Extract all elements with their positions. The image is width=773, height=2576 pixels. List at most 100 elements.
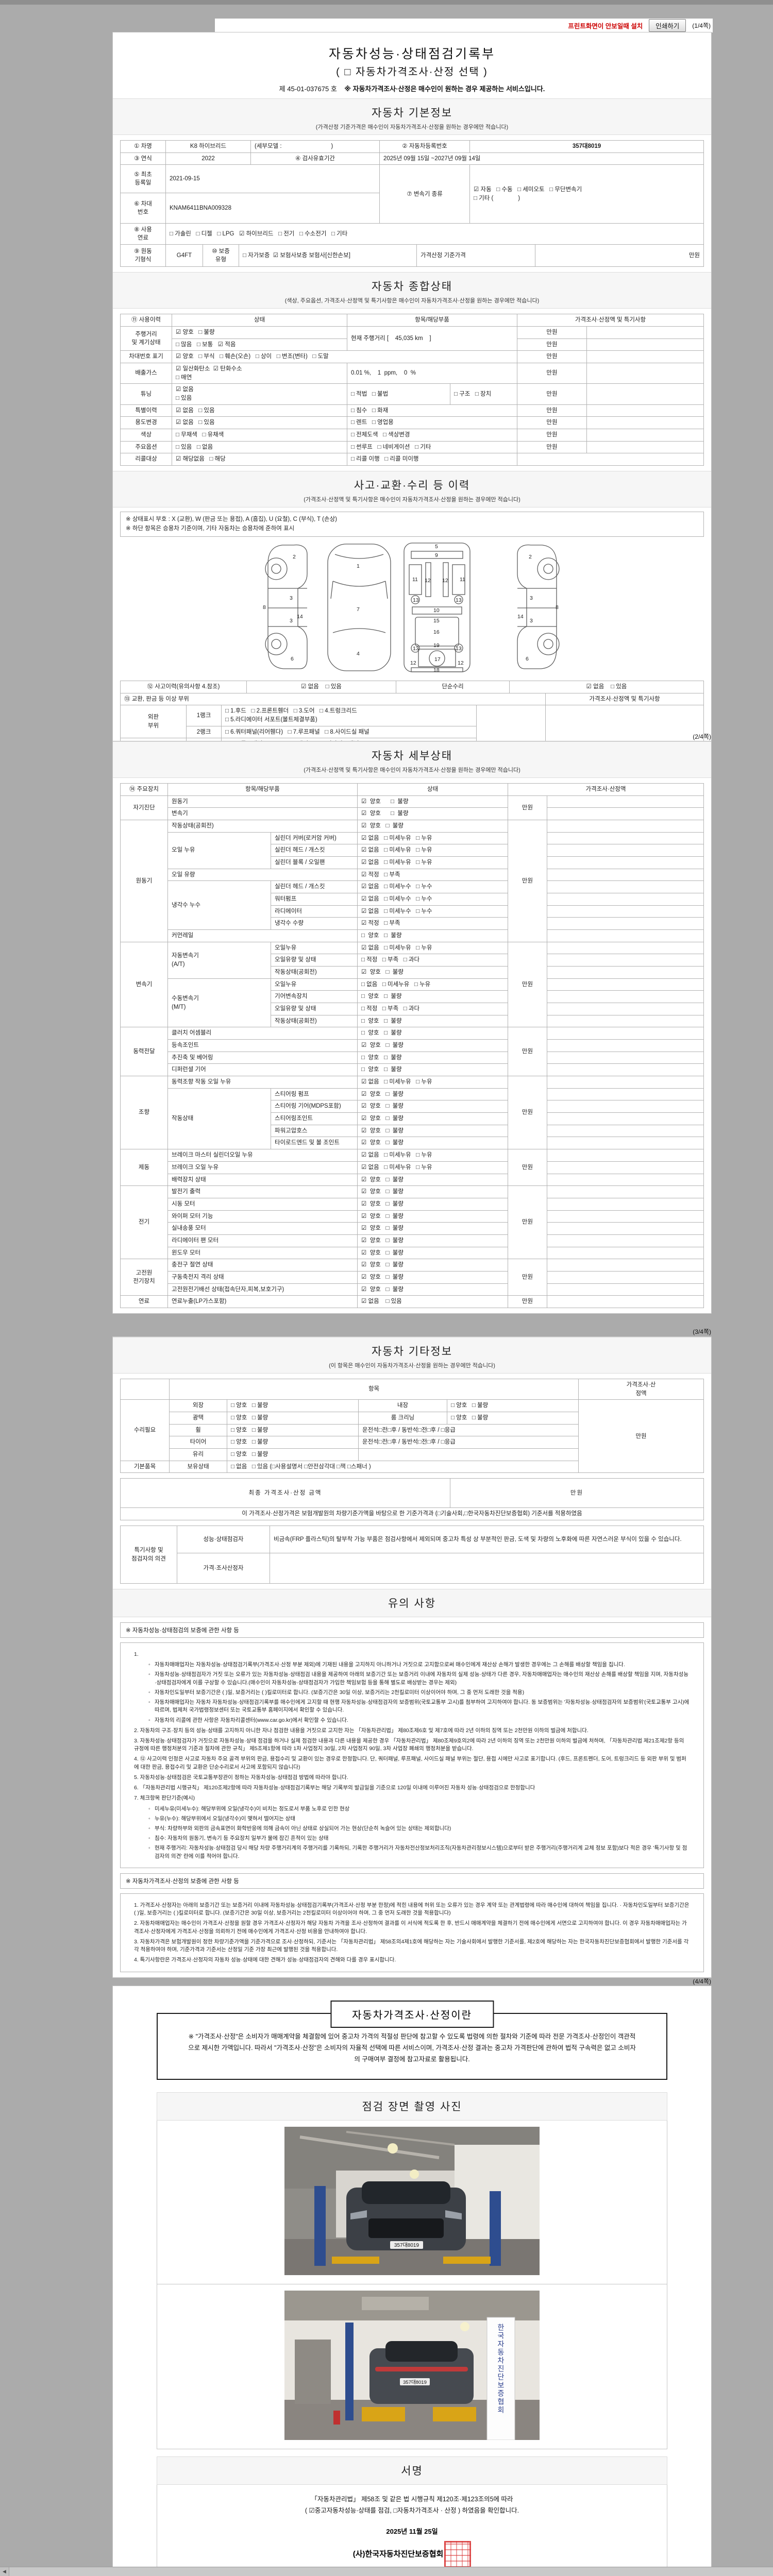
basic-info-table: ① 차명 K8 하이브리드 (세부모델 : ) ② 자동차등록번호 357대80… <box>120 140 704 224</box>
table-row: 휠 □ 양호 □ 불량 운전석□전□후 / 동반석□전□후 / □응급 <box>121 1423 704 1437</box>
cell-blank <box>547 1112 704 1125</box>
cell-state: ☑ 없음 □ 미세누유 □ 누유 <box>357 832 508 845</box>
cell-price: 만원 <box>508 1295 547 1308</box>
table-row: 라디에이터 팬 모터 ☑ 양호 □ 불량 <box>121 1234 704 1247</box>
header-cell: 상태 <box>172 314 347 327</box>
table-row: 작동상태(공회전) □ 양호 □ 불량 <box>121 1014 704 1028</box>
cell-blank <box>547 905 704 918</box>
panel-number: 8 <box>556 604 559 611</box>
section-accident-history: 사고·교환·수리 등 이력 (가격조사·산정액 및 특기사항은 매수인이 자동차… <box>113 471 711 508</box>
header-cell: 항목/해당부품 <box>167 783 358 796</box>
final-price-table: 최종 가격조사·산정 금액 만원 이 가격조사·산정가격은 보험개발원의 차량기… <box>120 1478 704 1521</box>
caution-item: 3. 자동차가격은 보험개발원이 정한 차량기준가액을 기준가격으로 조사·산정… <box>134 1938 689 1953</box>
table-row: 튜닝 ☑ 없음 □ 있음 □ 적법 □ 불법 □ 구조 □ 장치 만원 <box>120 383 704 405</box>
cell-value: □ 가솔린 □ 디젤 □ LPG ☑ 하이브리드 □ 전기 □ 수소전기 □ 기… <box>165 223 704 245</box>
cell-state: ☑ 양호 □ 불량 <box>357 1246 508 1260</box>
cell-label: 성능·상태점검자 <box>177 1526 270 1554</box>
cell-value: 2022 <box>165 152 251 165</box>
table-row: 연료 연료누출(LP가스포함) ☑ 없음 □ 있음 만원 <box>120 1295 704 1308</box>
engine-type-row-table: ⑨ 원동 기형식 G4FT ⑩ 보증 유형 □ 자가보증 ☑ 보험사보증 보험사… <box>120 244 704 267</box>
cell-blank <box>586 440 704 454</box>
cell-blank <box>586 429 704 442</box>
cell-label: ⑥ 차대 번호 <box>120 193 166 224</box>
cell-label: ⑧ 사용 연료 <box>120 223 166 245</box>
cell-blank <box>358 1448 579 1461</box>
cell-blank <box>547 1003 704 1015</box>
section-subtitle: (가격조사·산정액 및 특기사항은 매수인이 자동차가격조사·산정을 원하는 경… <box>304 767 520 773</box>
cell-group: 고전원 전기장치 <box>120 1259 168 1296</box>
final-price-label: 최종 가격조사·산정 금액 <box>120 1478 450 1509</box>
panel-number: 9 <box>435 552 438 558</box>
cell-value: 만원 <box>535 244 704 267</box>
cell-state: ☑ 양호 □ 불량 <box>357 1259 508 1272</box>
table-row: 실린더 헤드 / 개스킷 ☑ 없음 □ 미세누유 □ 누유 <box>121 844 704 857</box>
section-subtitle: (가격산정 기준가격은 매수인이 자동차가격조사·산정을 원하는 경우에만 적습… <box>315 124 509 130</box>
cell-group: 원동기 <box>120 820 168 942</box>
table-row: 수리필요 외장 □ 양호 □ 불량 내장 □ 양호 □ 불량 만원 <box>120 1399 704 1473</box>
cell-blank <box>547 954 704 967</box>
cell-group: 외판 부위 <box>120 705 187 739</box>
cell-blank <box>547 1222 704 1235</box>
lift-post <box>314 2185 326 2266</box>
cell-state: ☑ 없음 □ 미세누수 □ 누수 <box>357 880 508 894</box>
cell-state: ☑ 양호 □ 불량 <box>357 1185 508 1198</box>
cell-item: 내장 <box>358 1399 447 1413</box>
cell-item: 등속조인트 <box>167 1039 358 1052</box>
cell-subitem: 실린더 커버(로커암 커버) <box>271 832 358 845</box>
table-row: 타이어 □ 양호 □ 불량 운전석□전□후 / 동반석□전□후 / □응급 <box>121 1436 704 1449</box>
photo-front-svg: 357대8019 <box>284 2126 540 2275</box>
cell-item: 와이퍼 모터 기능 <box>167 1210 358 1223</box>
cell-item: □ 침수 □ 화재 <box>347 404 517 417</box>
car-panel-diagram: 2 3 8 14 3 6 1 7 4 5 9 11 11 12 12 13 13… <box>113 541 711 675</box>
cell-value: K8 하이브리드 <box>165 140 251 153</box>
lift-ramp <box>433 2406 476 2421</box>
cell-label: 주행거리 및 계기상태 <box>120 326 172 351</box>
car-diagram-svg: 2 3 8 14 3 6 1 7 4 5 9 11 11 12 12 13 13… <box>263 543 560 673</box>
table-row: 스티어링 기어(MDPS포함) ☑ 양호 □ 불량 <box>121 1100 704 1113</box>
page-indicator-3: (3/4쪽) <box>693 1328 711 1335</box>
header-cell: 항목/해당부품 <box>347 314 517 327</box>
cell-price: 만원 <box>517 363 587 384</box>
table-row: 파워고압호스 ☑ 양호 □ 불량 <box>121 1124 704 1138</box>
cell-state: □ 양호 □ 불량 <box>227 1448 359 1461</box>
cell-blank <box>547 1100 704 1113</box>
section-title: 점검 장면 촬영 사진 <box>362 2100 462 2113</box>
cell-label: ② 자동차등록번호 <box>379 140 470 153</box>
cell-state: □ 양호 □ 불량 <box>357 990 508 1004</box>
table-row: ⑨ 원동 기형식 G4FT ⑩ 보증 유형 □ 자가보증 ☑ 보험사보증 보험사… <box>120 244 704 267</box>
table-row: ⑥ 차대 번호 KNAM6411BNA009328 <box>120 193 704 224</box>
table-row: 와이퍼 모터 기능 ☑ 양호 □ 불량 <box>121 1210 704 1223</box>
caution-list-2: 1. 가격조사·산정자는 아래의 보증기간 또는 보증거리 이내에 자동차성능·… <box>120 1893 704 1973</box>
table-row: 주요옵션 □ 있음 □ 없음 □ 썬루프 □ 네비게이션 □ 기타 만원 <box>120 440 704 454</box>
cell-state: 운전석□전□후 / 동반석□전□후 / □응급 <box>358 1423 579 1437</box>
cell-price: 만원 <box>517 326 587 339</box>
cell-blank <box>547 1063 704 1077</box>
cell-state: ☑ 적정 □ 부족 <box>357 917 508 930</box>
vehicle-rear <box>369 2348 474 2404</box>
cell-state: ☑ 양호 □ 불량 <box>357 1124 508 1138</box>
table-row: 브레이크 오일 누유 ☑ 없음 □ 미세누유 □ 누유 <box>121 1161 704 1174</box>
cell-price: 만원 <box>508 1149 547 1187</box>
cell-blank <box>547 893 704 906</box>
banner-text: 한국자동차진단보증협회 <box>497 2324 505 2414</box>
document-title: 자동차성능·상태점검기록부 <box>328 47 496 61</box>
cell-blank <box>547 820 704 833</box>
table-row: 색상 □ 무채색 □ 유채색 □ 전체도색 □ 색상변경 만원 <box>120 429 704 442</box>
cell-label: ⑬ 교환, 판금 등 이상 부위 <box>120 692 546 706</box>
table-header-row: 항목 가격조사·산 정액 <box>120 1378 704 1400</box>
horizontal-scrollbar[interactable]: ◀ <box>0 2567 773 2576</box>
cell-price: 만원 <box>517 440 587 454</box>
panel-number: 12 <box>410 660 416 666</box>
table-row: 구동축전지 격리 상태 ☑ 양호 □ 불량 <box>121 1270 704 1284</box>
cell-item: □ 렌트 □ 영업용 <box>347 416 517 430</box>
cell-blank <box>547 1051 704 1064</box>
cell-price: 만원 <box>508 795 547 821</box>
page-indicator-2: (2/4쪽) <box>693 733 711 740</box>
scroll-left-arrow-icon[interactable]: ◀ <box>0 2567 9 2576</box>
photo-rear-svg: 357대8019 한국자동차진단보증협회 <box>284 2290 540 2441</box>
signature-confirm-line: ( ☑중고자동차성능·상태를 점검, □자동차가격조사 · 산정 ) 하였음을 … <box>305 2506 519 2514</box>
inspection-photos: 357대8019 357대8019 <box>157 2120 667 2449</box>
print-button[interactable]: 인쇄하기 <box>649 19 686 32</box>
cell-state: □ 적정 □ 부족 □ 과다 <box>357 1003 508 1015</box>
cell-item: 외장 <box>169 1399 227 1413</box>
